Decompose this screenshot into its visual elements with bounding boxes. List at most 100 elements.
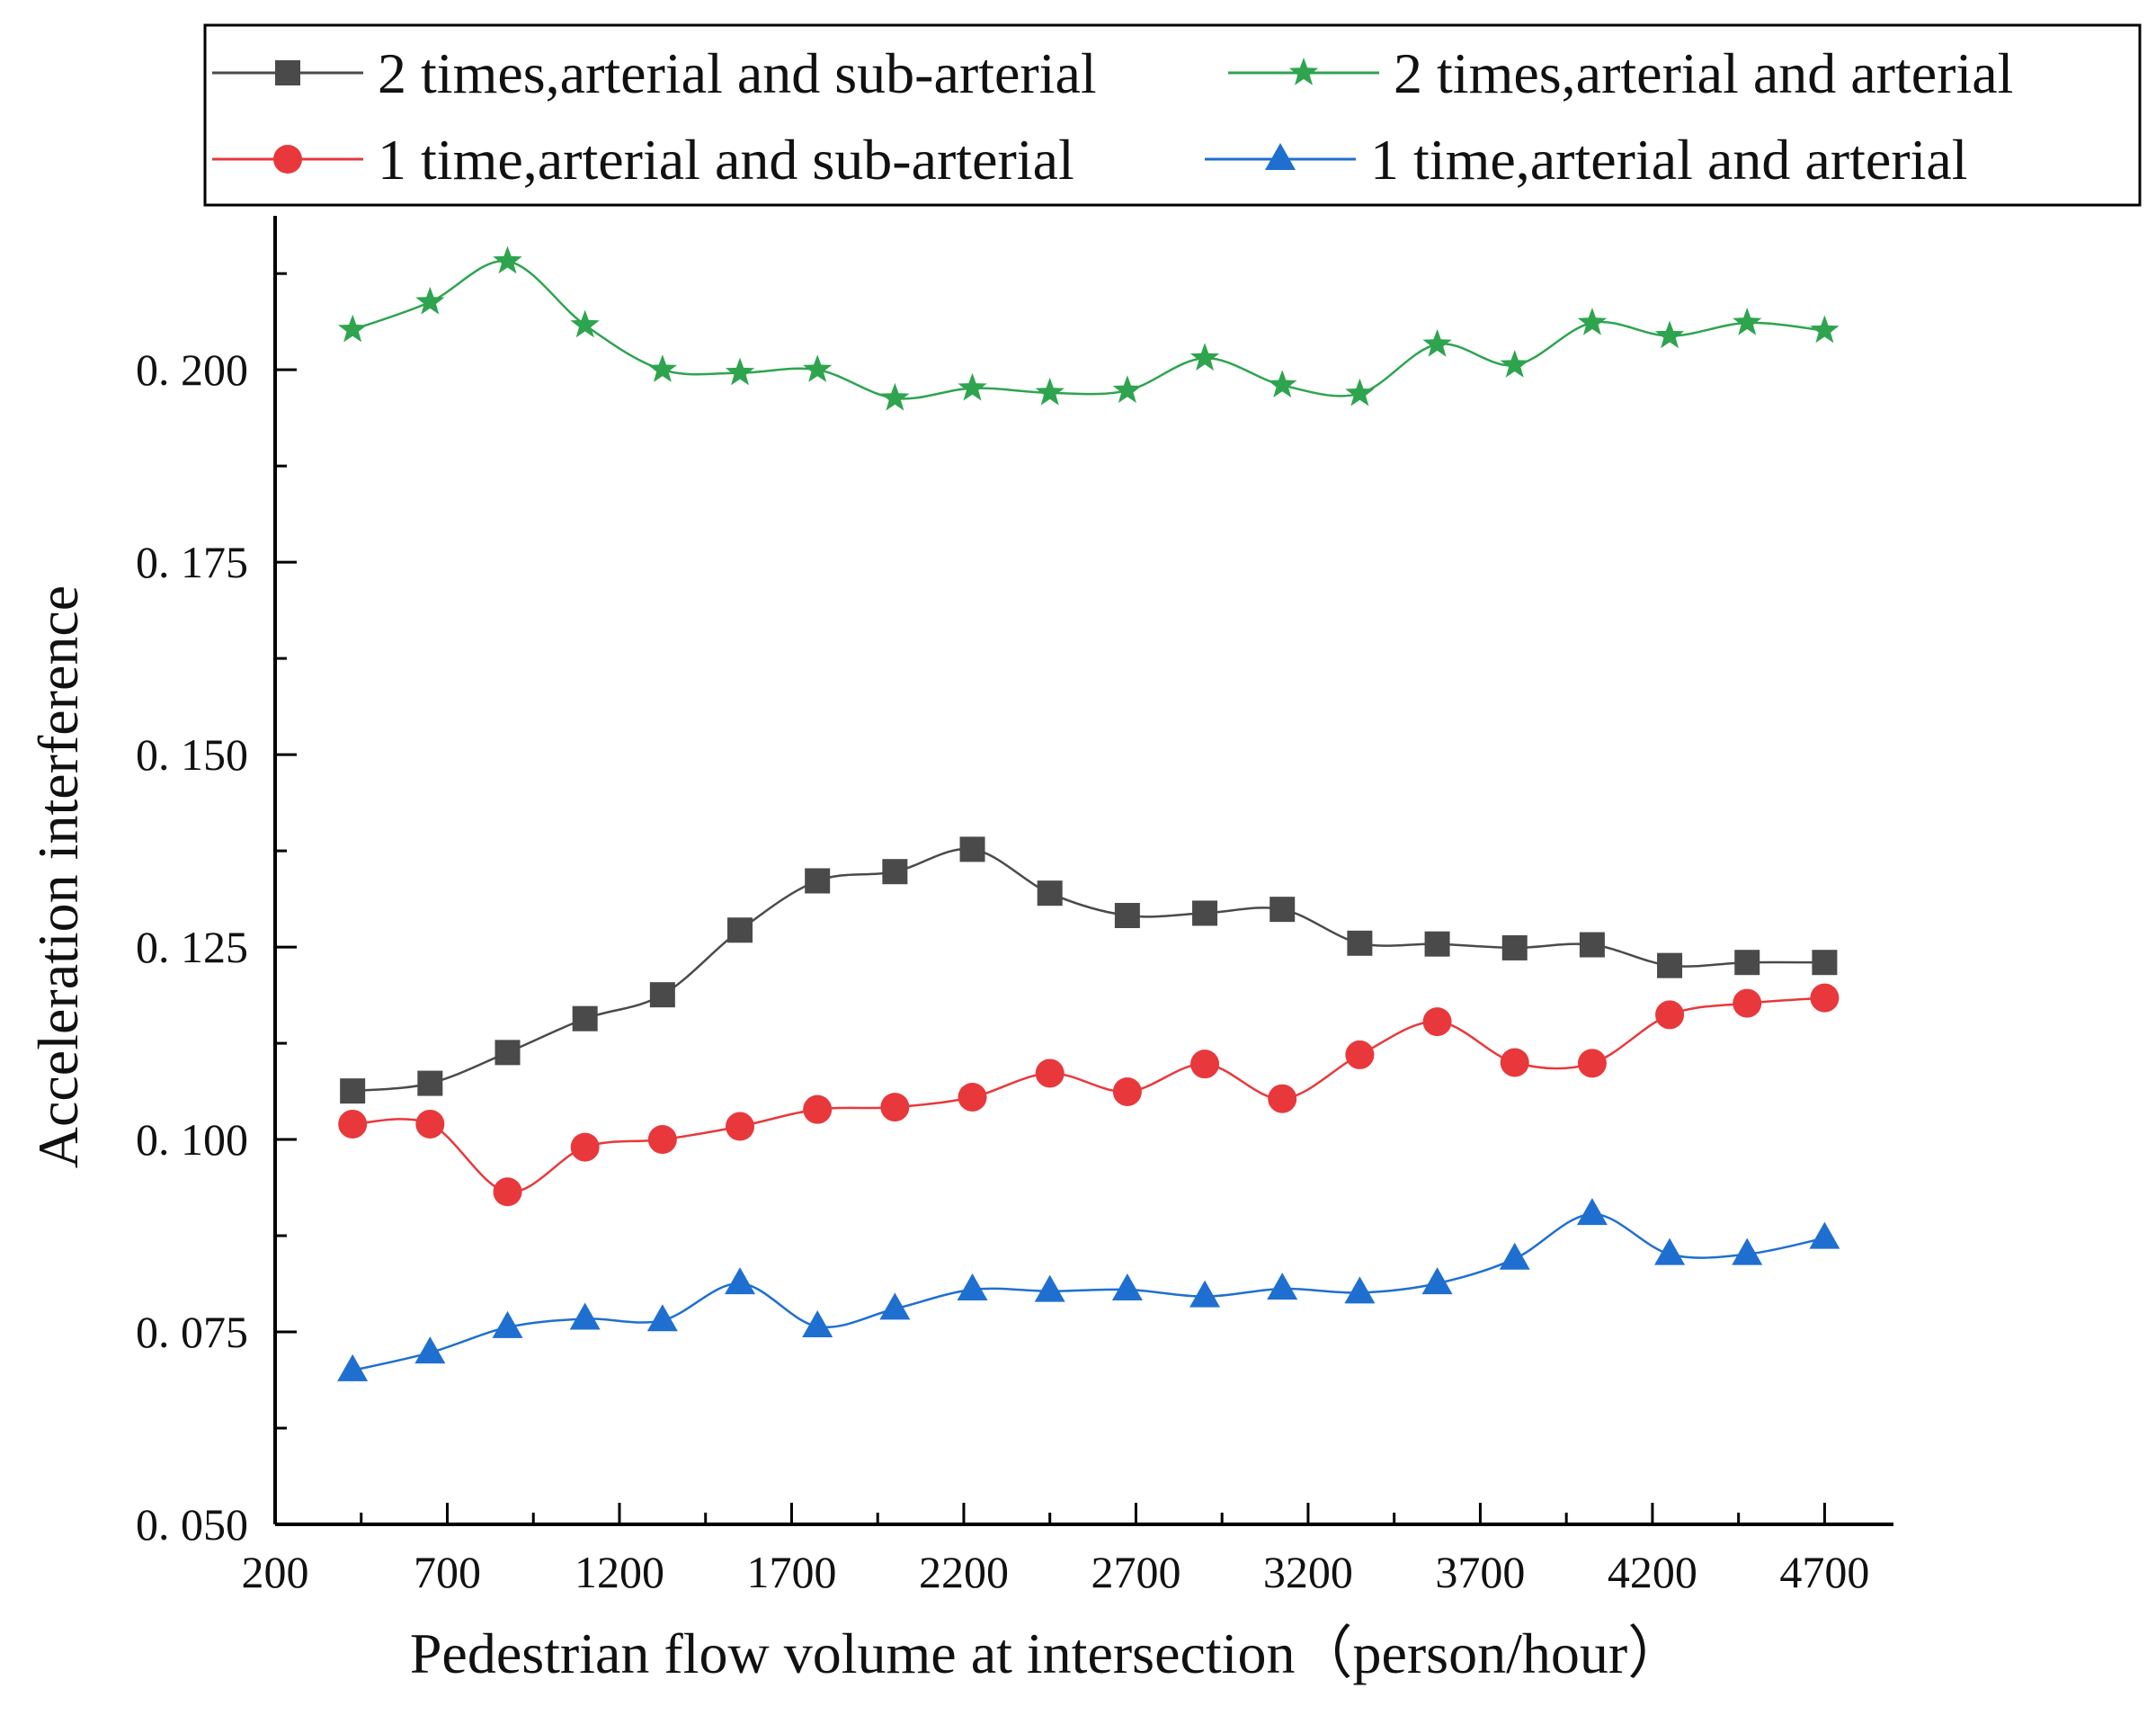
series-3 — [338, 983, 1840, 1207]
data-point — [1424, 931, 1450, 957]
data-point — [338, 1109, 368, 1139]
data-point — [1732, 1237, 1763, 1265]
series-line — [352, 260, 1825, 400]
y-tick-label: 0. 075 — [136, 1307, 248, 1357]
data-point — [1344, 1276, 1376, 1304]
legend-marker — [275, 60, 300, 85]
data-point — [1114, 902, 1140, 928]
y-tick-label: 0. 150 — [136, 729, 248, 780]
data-point — [1268, 1084, 1297, 1113]
data-point — [1657, 952, 1683, 978]
x-tick-label: 3700 — [1435, 1547, 1525, 1597]
data-point — [1809, 1221, 1840, 1249]
data-point — [803, 1094, 833, 1124]
series-group — [337, 246, 1840, 1381]
axes: 200 700 1200 1700 2200 2700 3200 3700 4200 4700 0.… — [136, 216, 1893, 1597]
x-tick-label: 1700 — [746, 1547, 836, 1597]
data-point — [493, 246, 522, 274]
x-tick-label: 1200 — [575, 1547, 664, 1597]
data-point — [1270, 897, 1296, 923]
x-axis-title: Pedestrian flow volume at intersection（p… — [410, 1621, 1685, 1685]
data-point — [647, 1125, 677, 1155]
data-point — [492, 1310, 523, 1338]
data-point — [1501, 934, 1528, 960]
y-tick-label: 0. 125 — [136, 922, 248, 972]
y-tick-label: 0. 175 — [136, 537, 248, 587]
x-tick-label: 4200 — [1608, 1547, 1697, 1597]
legend-label: 1 time,arterial and arterial — [1370, 128, 1968, 192]
x-tick-label: 200 — [242, 1547, 309, 1597]
data-point — [338, 314, 368, 343]
data-point — [493, 1177, 522, 1207]
data-point — [725, 357, 755, 386]
data-point — [1112, 1076, 1142, 1106]
data-point — [1654, 320, 1685, 349]
data-point — [1034, 1274, 1065, 1302]
data-point — [1189, 343, 1220, 371]
data-point — [1500, 1048, 1529, 1077]
data-point — [1655, 1000, 1685, 1030]
data-point — [1035, 1058, 1065, 1088]
data-point — [572, 1005, 598, 1032]
data-point — [1192, 900, 1218, 926]
data-point — [1577, 308, 1608, 335]
data-point — [957, 1273, 988, 1300]
series-line — [352, 847, 1825, 1093]
data-point — [1345, 378, 1375, 406]
legend-marker — [1288, 58, 1319, 85]
data-point — [1733, 988, 1762, 1018]
legend: 2 times,arterial and sub-arterial 2 times… — [203, 23, 2142, 207]
data-point — [1345, 1040, 1375, 1069]
data-point — [1733, 308, 1762, 335]
legend-label: 1 time,arterial and sub-arterial — [378, 128, 1074, 192]
data-point — [879, 1292, 911, 1320]
data-point — [805, 868, 831, 894]
data-point — [1035, 377, 1065, 406]
data-point — [1112, 375, 1142, 403]
data-point — [494, 1040, 521, 1066]
data-point — [726, 1112, 755, 1141]
data-point — [569, 1302, 601, 1330]
series-1 — [340, 836, 1838, 1104]
data-point — [725, 1267, 756, 1295]
data-point — [646, 1304, 678, 1332]
y-tick-label: 0. 200 — [136, 344, 248, 395]
data-point — [1654, 1237, 1686, 1265]
data-point — [1734, 950, 1760, 976]
data-point — [1577, 1049, 1607, 1078]
data-point — [727, 917, 753, 943]
legend-marker — [273, 145, 302, 174]
data-point — [959, 836, 985, 862]
series-4 — [337, 1198, 1840, 1381]
legend-item: 1 time,arterial and arterial — [1205, 128, 1968, 192]
series-2 — [338, 246, 1840, 411]
legend-item: 1 time,arterial and sub-arterial — [212, 128, 1074, 192]
y-tick-label: 0. 100 — [136, 1114, 248, 1165]
data-point — [1422, 328, 1452, 357]
data-point — [803, 354, 833, 382]
data-point — [415, 286, 445, 315]
y-axis-title: Acceleration interference — [26, 585, 90, 1168]
data-point — [802, 1310, 833, 1338]
legend-marker — [1265, 143, 1296, 170]
legend-box — [203, 23, 2142, 207]
legend-item: 2 times,arterial and arterial — [1228, 41, 2013, 105]
data-point — [570, 1132, 600, 1162]
x-tick-label: 3200 — [1263, 1547, 1353, 1597]
data-point — [337, 1353, 369, 1381]
data-point — [570, 309, 600, 338]
data-point — [958, 1082, 987, 1112]
data-point — [1421, 1267, 1453, 1295]
data-point — [1576, 1198, 1608, 1226]
data-point — [880, 1093, 910, 1122]
data-point — [1500, 350, 1529, 378]
data-point — [1190, 1050, 1220, 1079]
legend-label: 2 times,arterial and arterial — [1394, 41, 2013, 105]
data-point — [1267, 1273, 1298, 1300]
data-point — [880, 382, 910, 411]
y-tick-label: 0. 050 — [136, 1499, 248, 1550]
data-point — [1037, 880, 1063, 907]
data-point — [414, 1336, 446, 1364]
data-point — [958, 372, 987, 401]
data-point — [340, 1078, 366, 1104]
